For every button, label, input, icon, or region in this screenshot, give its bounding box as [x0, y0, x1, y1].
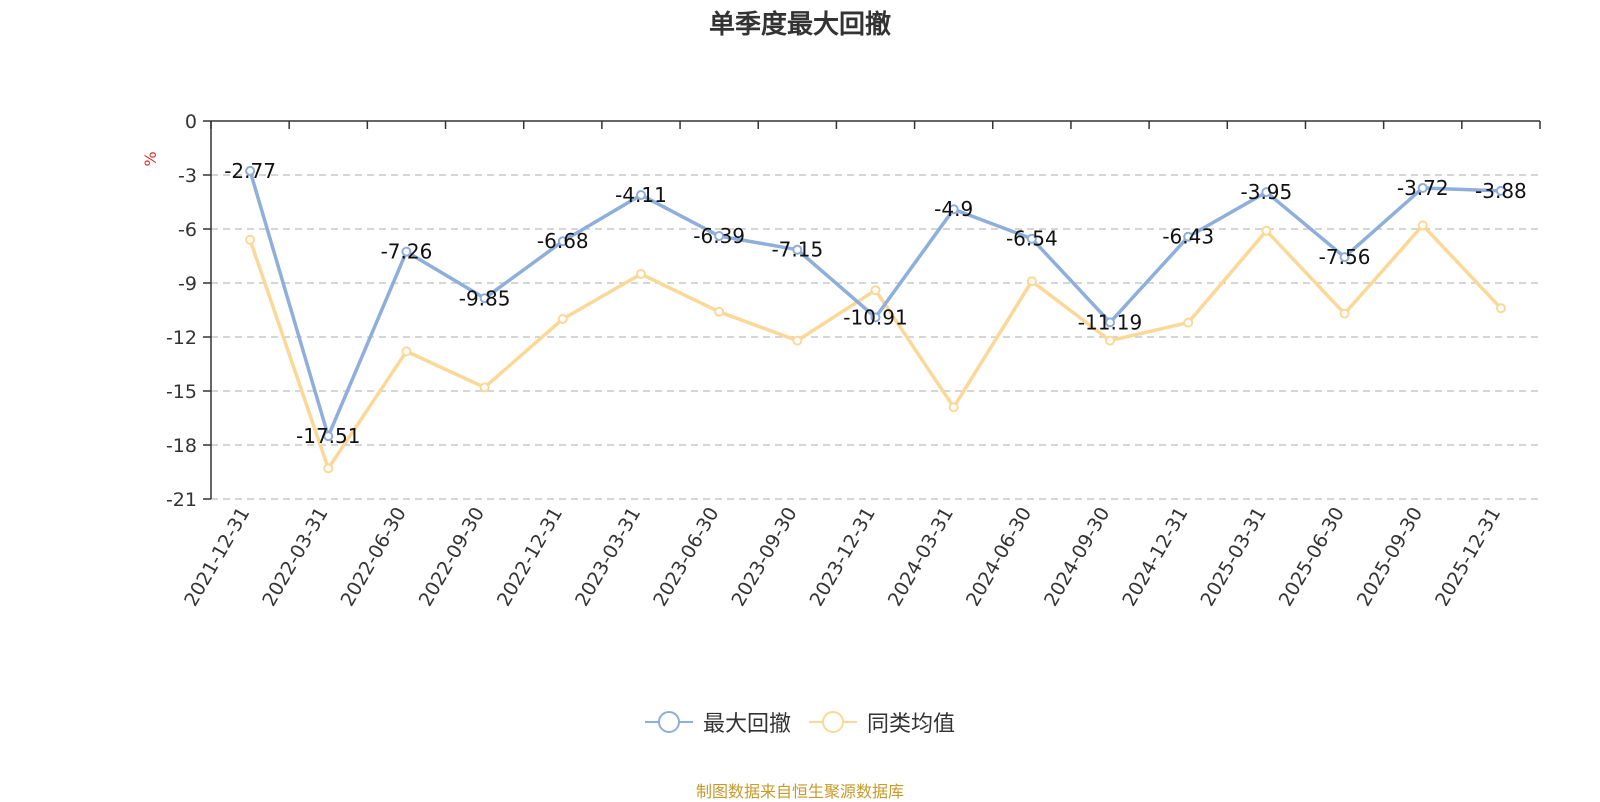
series-0-point [635, 189, 646, 200]
legend-label-series-1: 同类均值 [867, 712, 956, 737]
series-0-point [1339, 252, 1350, 263]
x-tick-label: 2022-06-30 [337, 504, 411, 611]
series [245, 165, 1506, 474]
series-0-data-label: -11.19 [1078, 310, 1142, 334]
series-1-point [1495, 303, 1506, 314]
x-tick-label: 2023-12-31 [806, 504, 880, 611]
series-0-point [401, 246, 412, 257]
series-1-point [1183, 317, 1194, 328]
series-1-point [1417, 220, 1428, 231]
series-1-point [1261, 225, 1272, 236]
x-tick-label: 2022-03-31 [258, 504, 332, 611]
series-0-point [1495, 185, 1506, 196]
series-0-point [1261, 187, 1272, 198]
series-1-point [792, 335, 803, 346]
series-0-point [245, 165, 256, 176]
series-0-data-label: -4.9 [934, 197, 973, 221]
y-tick-label: -6 [178, 219, 197, 241]
series-0-data-label: -10.91 [843, 305, 907, 329]
x-tick-label: 2025-03-31 [1196, 504, 1270, 611]
y-tick-label: -12 [166, 327, 197, 349]
series-0-data-label: -7.26 [381, 240, 433, 264]
series-1-point [714, 306, 725, 317]
x-tick-label: 2025-06-30 [1275, 504, 1349, 611]
series-1-point [1026, 276, 1037, 287]
series-0-point [1417, 182, 1428, 193]
y-tick-label: -9 [178, 273, 197, 295]
series-0-data-label: -7.15 [771, 238, 823, 262]
series-0-point [792, 244, 803, 255]
series-1-point [479, 382, 490, 393]
y-tick-label: -3 [178, 165, 197, 187]
series-0-data-label: -6.43 [1162, 225, 1214, 249]
series-0-data-label: -6.68 [537, 229, 589, 253]
x-tick-label: 2025-12-31 [1431, 504, 1505, 611]
x-tick-label: 2024-12-31 [1118, 504, 1192, 611]
series-1-point [401, 346, 412, 357]
series-1-point [948, 402, 959, 413]
series-0-point [323, 431, 334, 442]
series-0-point [479, 293, 490, 304]
series-1-point [870, 285, 881, 296]
x-tick-label: 2022-12-31 [493, 504, 567, 611]
series-1-point [557, 314, 568, 324]
series-0-data-label: -7.56 [1319, 245, 1371, 269]
gridlines [211, 174, 1540, 500]
legend-item-series-1[interactable]: 同类均值 [809, 706, 955, 738]
x-tick-label: 2025-09-30 [1353, 504, 1427, 611]
x-tick-label: 2023-06-30 [649, 504, 723, 611]
y-tick-label: -21 [166, 489, 197, 511]
x-tick-label: 2021-12-31 [180, 504, 254, 611]
x-tick-label: 2022-09-30 [415, 504, 489, 611]
series-0-point [1105, 317, 1116, 328]
legend-swatch-series-0-icon [644, 711, 693, 733]
series-0-point [557, 236, 568, 247]
chart-title: 单季度最大回撤 [708, 10, 891, 40]
legend-item-series-0[interactable]: 最大回撤 [644, 706, 791, 738]
x-tick-label: 2024-06-30 [962, 504, 1036, 611]
series-1-point [323, 463, 334, 474]
x-tick-label: 2024-09-30 [1040, 504, 1114, 611]
legend: 最大回撤 同类均值 [0, 706, 1600, 738]
series-0-data-label: -3.88 [1475, 179, 1527, 203]
x-tick-label: 2023-09-30 [727, 504, 801, 611]
series-0-data-label: -2.77 [224, 159, 276, 183]
series-0-data-label: -3.95 [1241, 180, 1293, 204]
y-tick-label: -15 [166, 381, 197, 403]
series-line-0 [248, 170, 1501, 438]
legend-label-series-0: 最大回撤 [702, 712, 791, 737]
series-0-data-label: -17.51 [296, 424, 360, 448]
series-0-data-label: -6.39 [693, 224, 745, 248]
source-note: 制图数据来自恒生聚源数据库 [695, 782, 904, 801]
y-axis-label: % [141, 151, 160, 166]
legend-swatch-series-1-icon [809, 711, 857, 733]
series-1-point [245, 234, 256, 245]
x-tick-label: 2024-03-31 [884, 504, 958, 611]
series-0-data-label: -6.54 [1006, 227, 1058, 251]
series-1-point [1105, 335, 1116, 346]
data-labels: -2.77 -17.51 -7.26 -9.85 -6.68 -4.11 -6.39 -7.1… [224, 159, 1527, 448]
series-0-point [1026, 233, 1037, 244]
x-tick-label: 2023-03-31 [571, 504, 645, 611]
series-0-point [714, 231, 725, 242]
series-0-data-label: -3.72 [1397, 176, 1449, 200]
series-0-point [948, 204, 959, 215]
series-line-1 [248, 223, 1503, 471]
series-0-data-label: -9.85 [459, 286, 511, 310]
series-0-point [870, 312, 881, 323]
series-0-data-label: -4.11 [615, 183, 667, 207]
y-tick-label: -18 [166, 435, 197, 457]
y-tick-label: 0 [185, 111, 197, 133]
series-0-point [1183, 231, 1194, 242]
series-1-point [635, 269, 646, 279]
series-1-point [1339, 308, 1350, 319]
